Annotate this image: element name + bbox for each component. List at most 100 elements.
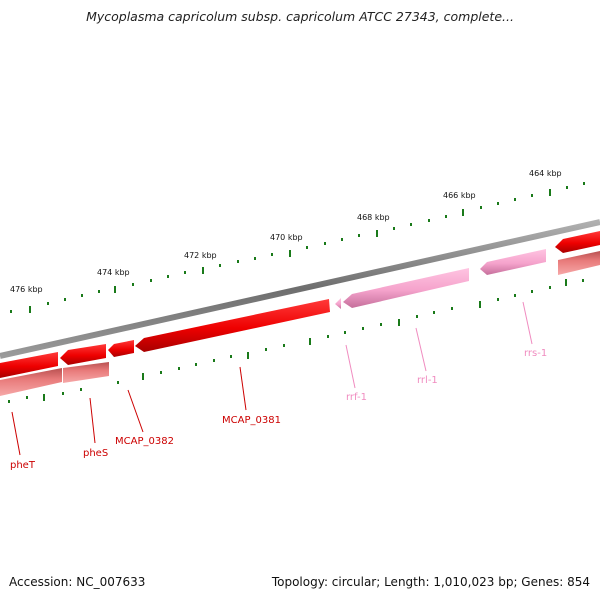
leader-rrf-1 bbox=[345, 344, 356, 389]
forward-strand-genes bbox=[0, 231, 600, 378]
gene-arrow-MCAP_0381[interactable] bbox=[135, 299, 330, 352]
minor-tick bbox=[362, 327, 364, 330]
gene-label-rrf-1[interactable]: rrf-1 bbox=[346, 392, 367, 403]
minor-tick bbox=[306, 246, 308, 249]
minor-tick bbox=[549, 286, 551, 289]
minor-tick bbox=[132, 283, 134, 286]
minor-tick bbox=[514, 198, 516, 201]
major-tick bbox=[549, 189, 551, 196]
minor-tick bbox=[80, 388, 82, 391]
minor-tick bbox=[410, 223, 412, 226]
minor-tick bbox=[237, 260, 239, 263]
minor-tick bbox=[445, 215, 447, 218]
gene-label-MCAP_0382[interactable]: MCAP_0382 bbox=[115, 436, 174, 447]
minor-tick bbox=[64, 298, 66, 301]
leader-pheT bbox=[11, 411, 21, 456]
minor-tick bbox=[81, 294, 83, 297]
gene-label-pheS[interactable]: pheS bbox=[83, 448, 108, 459]
minor-tick bbox=[531, 194, 533, 197]
tick-label: 474 kbp bbox=[97, 268, 130, 277]
minor-tick bbox=[416, 315, 418, 318]
minor-tick bbox=[497, 202, 499, 205]
gene-arrow-rrs-1[interactable] bbox=[480, 249, 546, 275]
major-tick bbox=[114, 286, 116, 293]
gene-band-right-reverse[interactable] bbox=[558, 251, 600, 275]
gene-label-rrl-1[interactable]: rrl-1 bbox=[417, 375, 438, 386]
reverse-strand-genes bbox=[0, 251, 600, 396]
minor-tick bbox=[582, 279, 584, 282]
minor-tick bbox=[213, 359, 215, 362]
tick-row-outer-minor bbox=[10, 182, 585, 313]
tick-label: 464 kbp bbox=[529, 169, 562, 178]
minor-tick bbox=[583, 182, 585, 185]
gene-arrow-pheT[interactable] bbox=[0, 352, 58, 378]
major-tick bbox=[202, 267, 204, 274]
minor-tick bbox=[117, 381, 119, 384]
gene-label-MCAP_0381[interactable]: MCAP_0381 bbox=[222, 415, 281, 426]
minor-tick bbox=[254, 257, 256, 260]
minor-tick bbox=[271, 253, 273, 256]
minor-tick bbox=[230, 355, 232, 358]
genome-summary-text: Topology: circular; Length: 1,010,023 bp… bbox=[271, 575, 590, 589]
minor-tick bbox=[358, 234, 360, 237]
rrna-genes bbox=[335, 249, 546, 309]
major-tick bbox=[309, 338, 311, 345]
minor-tick bbox=[283, 344, 285, 347]
minor-tick bbox=[514, 294, 516, 297]
gene-arrow-MCAP_0382[interactable] bbox=[108, 340, 134, 357]
minor-tick bbox=[566, 186, 568, 189]
minor-tick bbox=[62, 392, 64, 395]
minor-tick bbox=[195, 363, 197, 366]
minor-tick bbox=[327, 335, 329, 338]
major-tick bbox=[462, 209, 464, 216]
tick-label: 468 kbp bbox=[357, 213, 390, 222]
label-leaders bbox=[11, 301, 533, 456]
minor-tick bbox=[380, 323, 382, 326]
minor-tick bbox=[433, 311, 435, 314]
gene-labels: pheT pheS MCAP_0382 MCAP_0381 rrf-1 rrl-… bbox=[10, 348, 547, 471]
minor-tick bbox=[341, 238, 343, 241]
gene-arrow-rrf-1[interactable] bbox=[335, 298, 341, 309]
tick-label: 472 kbp bbox=[184, 251, 217, 260]
leader-rrl-1 bbox=[415, 327, 427, 372]
gene-arrow-right-edge[interactable] bbox=[555, 231, 600, 253]
minor-tick bbox=[150, 279, 152, 282]
major-tick bbox=[398, 319, 400, 326]
major-tick bbox=[479, 301, 481, 308]
major-tick bbox=[376, 230, 378, 237]
genome-backbone bbox=[0, 219, 600, 359]
minor-tick bbox=[8, 400, 10, 403]
minor-tick bbox=[178, 367, 180, 370]
minor-tick bbox=[160, 371, 162, 374]
minor-tick bbox=[393, 227, 395, 230]
major-tick bbox=[247, 352, 249, 359]
minor-tick bbox=[531, 290, 533, 293]
leader-MCAP_0382 bbox=[127, 389, 144, 433]
tick-row-outer bbox=[29, 189, 551, 313]
gene-arrow-rrl-1[interactable] bbox=[343, 268, 469, 308]
gene-label-pheT[interactable]: pheT bbox=[10, 460, 36, 471]
tick-row-inner bbox=[43, 279, 567, 401]
minor-tick bbox=[47, 302, 49, 305]
major-tick bbox=[565, 279, 567, 286]
major-tick bbox=[43, 394, 45, 401]
page-title: Mycoplasma capricolum subsp. capricolum … bbox=[86, 9, 514, 24]
gene-arrow-pheS[interactable] bbox=[60, 344, 106, 365]
major-tick bbox=[29, 306, 31, 313]
minor-tick bbox=[428, 219, 430, 222]
gene-label-rrs-1[interactable]: rrs-1 bbox=[524, 348, 547, 359]
gene-band-pheT-reverse[interactable] bbox=[0, 368, 62, 396]
minor-tick bbox=[265, 348, 267, 351]
accession-text: Accession: NC_007633 bbox=[9, 575, 146, 589]
major-tick bbox=[142, 373, 144, 380]
tick-label: 466 kbp bbox=[443, 191, 476, 200]
minor-tick bbox=[26, 396, 28, 399]
tick-labels: 476 kbp 474 kbp 472 kbp 470 kbp 468 kbp … bbox=[10, 169, 562, 294]
gene-band-pheS-reverse[interactable] bbox=[63, 362, 109, 383]
minor-tick bbox=[98, 290, 100, 293]
minor-tick bbox=[167, 275, 169, 278]
minor-tick bbox=[451, 307, 453, 310]
leader-rrs-1 bbox=[522, 301, 533, 345]
minor-tick bbox=[497, 298, 499, 301]
